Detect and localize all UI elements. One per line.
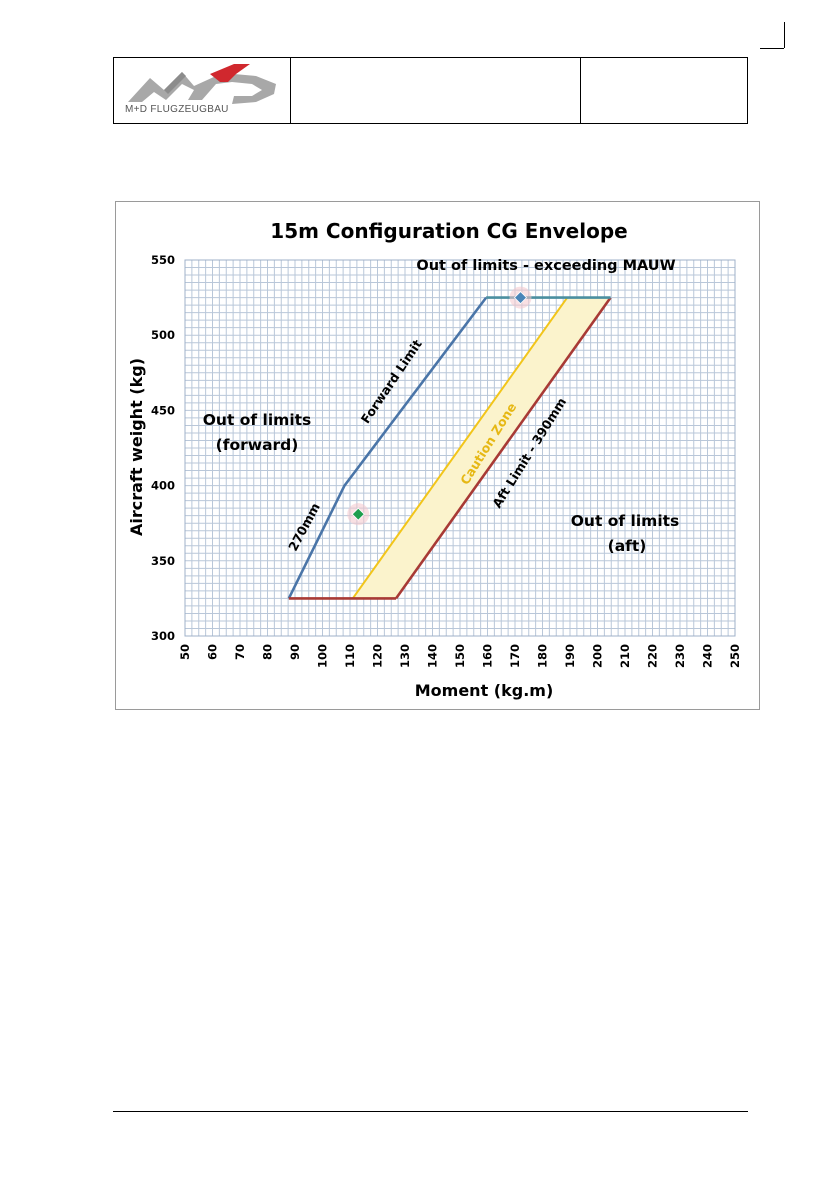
x-tick-label: 110 <box>343 644 357 668</box>
x-tick-label: 240 <box>701 644 715 668</box>
x-tick-label: 170 <box>508 644 522 668</box>
x-tick-label: 130 <box>398 644 412 668</box>
chart-title: 15m Configuration CG Envelope <box>270 219 627 243</box>
crop-mark-horizontal <box>760 48 784 49</box>
series-line-forward-limit <box>287 296 488 599</box>
y-tick-label: 350 <box>151 554 175 568</box>
x-tick-label: 80 <box>261 644 275 660</box>
crop-mark-vertical <box>784 22 785 48</box>
x-tick-label: 160 <box>481 644 495 668</box>
tick-labels: 300 350 400 450 500 550 50 60 70 80 90 100 110 120 130… <box>151 253 742 668</box>
x-tick-label: 230 <box>673 644 687 668</box>
caution-zone-area <box>352 297 611 599</box>
annotation-aft-out-line1: Out of limits <box>571 512 680 530</box>
y-tick-label: 450 <box>151 403 175 417</box>
y-axis-label: Aircraft weight (kg) <box>127 358 146 536</box>
x-tick-label: 90 <box>288 644 302 660</box>
annotation-aft-out-line2: (aft) <box>608 537 647 555</box>
series-line-caution-zone <box>351 297 569 599</box>
x-tick-label: 70 <box>233 644 247 660</box>
x-tick-label: 190 <box>563 644 577 668</box>
x-tick-label: 150 <box>453 644 467 668</box>
x-tick-label: 210 <box>618 644 632 668</box>
chart-canvas: 300 350 400 450 500 550 50 60 70 80 90 100 110 120 130… <box>127 219 742 700</box>
x-tick-label: 200 <box>591 644 605 668</box>
y-tick-label: 550 <box>151 253 175 267</box>
x-tick-label: 50 <box>178 644 192 660</box>
annotation-forward-out-line1: Out of limits <box>203 411 312 429</box>
annotation-mauw: Out of limits - exceeding MAUW <box>416 258 675 274</box>
series-lines <box>287 296 612 600</box>
x-tick-label: 220 <box>646 644 660 668</box>
x-tick-label: 100 <box>316 644 330 668</box>
grid <box>184 259 736 637</box>
series-line-aft-limit-390mm <box>395 296 612 600</box>
y-tick-label: 500 <box>151 328 175 342</box>
cg-envelope-chart: 300 350 400 450 500 550 50 60 70 80 90 100 110 120 130… <box>115 201 760 710</box>
x-tick-label: 60 <box>206 644 220 660</box>
x-tick-label: 140 <box>426 644 440 668</box>
document-header: M+D FLUGZEUGBAU <box>113 57 748 124</box>
caution-zone-fill <box>352 297 611 599</box>
md-flugzeugbau-logo-icon <box>128 64 276 104</box>
annotation-forward-out-line2: (forward) <box>216 436 299 454</box>
y-tick-label: 300 <box>151 629 175 643</box>
x-axis-label: Moment (kg.m) <box>415 681 554 700</box>
data-points <box>347 286 532 526</box>
data-point-green <box>351 507 365 521</box>
logo-text: M+D FLUGZEUGBAU <box>125 104 229 115</box>
footer-rule <box>113 1111 748 1112</box>
header-logo-cell: M+D FLUGZEUGBAU <box>114 58 291 123</box>
header-right-cell <box>581 58 749 123</box>
y-tick-label: 400 <box>151 479 175 493</box>
x-tick-label: 250 <box>728 644 742 668</box>
plot-border <box>184 259 736 637</box>
x-tick-label: 120 <box>371 644 385 668</box>
data-point-blue <box>513 291 528 305</box>
x-tick-label: 180 <box>536 644 550 668</box>
header-middle-cell <box>291 58 581 123</box>
